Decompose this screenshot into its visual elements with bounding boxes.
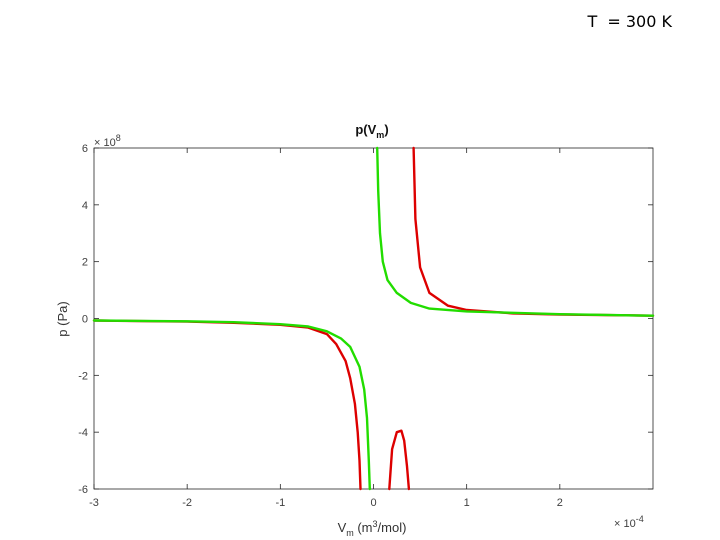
series-0-line-segment-0 [92,319,362,491]
x-multiplier: × 10-4 [614,514,644,530]
y-axis-label: p (Pa) [55,301,70,336]
chart-title: p(Vm) [355,122,388,140]
x-tick-label: -1 [275,497,285,509]
temperature-label: T = 300 K [587,12,672,31]
x-tick-label: -2 [182,497,192,509]
series-0-line-segment-2 [412,146,655,317]
y-tick-label: -2 [78,370,88,382]
x-tick-label: -3 [89,497,99,509]
x-axis-label: Vm (m3/mol) [338,519,407,538]
y-tick-label: 2 [82,257,88,269]
series-1-line-segment-1 [376,146,655,317]
y-multiplier: × 108 [94,133,121,149]
y-tick-label: -4 [78,427,88,439]
y-tick-label: 0 [82,314,88,326]
axes-box [93,147,654,490]
series-layer [92,146,655,491]
ticks-layer: -3 -2 -1 0 1 2 -6 -4 -2 0 2 4 6 [78,143,653,509]
series-1-line-segment-0 [92,319,371,491]
y-tick-label: 6 [82,143,88,155]
y-tick-label: 4 [82,200,88,212]
x-tick-label: 0 [370,497,376,509]
x-tick-label: 2 [557,497,563,509]
series-0-line-segment-1 [388,429,411,491]
x-tick-label: 1 [464,497,470,509]
y-tick-label: -6 [78,484,88,496]
axes-frame [93,147,654,490]
